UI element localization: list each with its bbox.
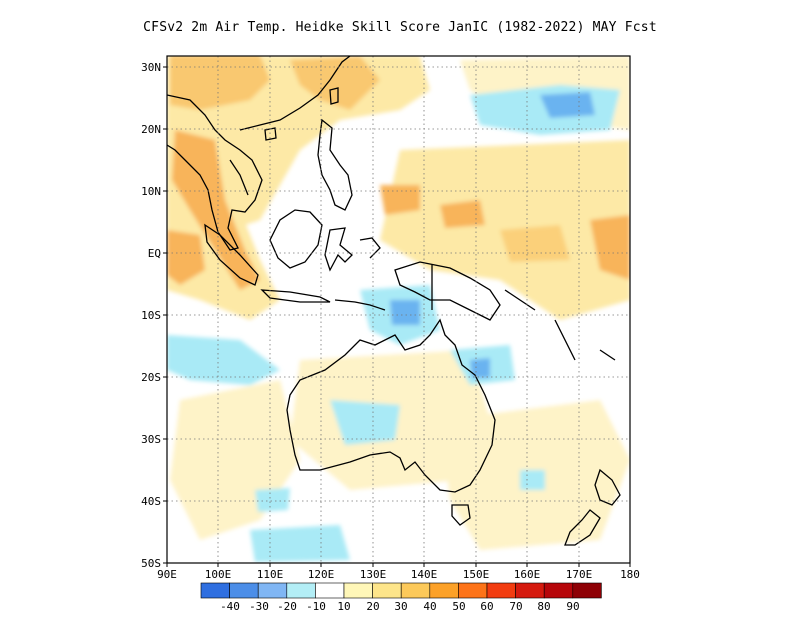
lon-label: 120E bbox=[308, 568, 335, 581]
colorbar-swatch bbox=[257, 582, 288, 599]
colorbar-swatch bbox=[486, 582, 516, 599]
graticule bbox=[167, 56, 630, 563]
colorbar-label: -30 bbox=[249, 600, 269, 613]
colorbar-swatch bbox=[315, 582, 345, 599]
colorbar-swatch bbox=[543, 582, 574, 599]
lat-label: 20N bbox=[141, 123, 161, 136]
lon-label: 100E bbox=[205, 568, 232, 581]
colorbar-swatch bbox=[286, 582, 316, 599]
colorbar-label: 10 bbox=[337, 600, 350, 613]
lat-label: 30N bbox=[141, 61, 161, 74]
lon-label: 170E bbox=[566, 568, 593, 581]
colorbar bbox=[200, 582, 602, 599]
lat-label: 10N bbox=[141, 185, 161, 198]
lon-label: 150E bbox=[463, 568, 490, 581]
colorbar-label: 30 bbox=[394, 600, 407, 613]
lon-label: 180 bbox=[620, 568, 640, 581]
lon-label: 130E bbox=[360, 568, 387, 581]
axis-ticks bbox=[163, 66, 631, 567]
lon-label: 110E bbox=[257, 568, 284, 581]
colorbar-swatch bbox=[229, 582, 259, 599]
skill-shading bbox=[167, 56, 630, 563]
tasmania-coast bbox=[451, 504, 471, 526]
lat-label: 30S bbox=[141, 433, 161, 446]
lat-label: 20S bbox=[141, 371, 161, 384]
colorbar-swatch bbox=[515, 582, 545, 599]
longitude-labels: 90E 100E 110E 120E 130E 140E 150E 160E 1… bbox=[157, 568, 640, 581]
lon-label: 140E bbox=[411, 568, 438, 581]
map-title: CFSv2 2m Air Temp. Heidke Skill Score Ja… bbox=[143, 20, 657, 35]
colorbar-labels: -40 -30 -20 -10 10 20 30 40 50 60 70 80 … bbox=[220, 600, 580, 613]
sulawesi-coast bbox=[324, 227, 353, 272]
borneo-coast bbox=[269, 209, 323, 269]
map-frame bbox=[166, 55, 631, 564]
colorbar-swatch bbox=[343, 582, 373, 599]
new-guinea-coast bbox=[394, 261, 501, 321]
colorbar-label: 90 bbox=[566, 600, 579, 613]
colorbar-label: 50 bbox=[452, 600, 465, 613]
china-coast bbox=[239, 56, 351, 131]
colorbar-label: -20 bbox=[277, 600, 297, 613]
colorbar-label: 70 bbox=[509, 600, 522, 613]
colorbar-label: 60 bbox=[480, 600, 493, 613]
australia-coast bbox=[286, 318, 496, 493]
colorbar-swatch bbox=[458, 582, 488, 599]
new-zealand-coast bbox=[594, 468, 621, 506]
latitude-labels: 30N 20N 10N EQ 10S 20S 30S 40S 50S bbox=[141, 61, 161, 570]
lat-label: 50S bbox=[141, 557, 161, 570]
colorbar-label: -40 bbox=[220, 600, 240, 613]
colorbar-swatch bbox=[400, 582, 431, 599]
lon-label: 160E bbox=[514, 568, 541, 581]
lat-label: EQ bbox=[148, 247, 161, 260]
lat-label: 40S bbox=[141, 495, 161, 508]
colorbar-swatch bbox=[572, 582, 602, 599]
colorbar-swatch bbox=[429, 582, 459, 599]
sumatra-coast bbox=[204, 223, 259, 286]
colorbar-swatch bbox=[372, 582, 402, 599]
colorbar-label: 20 bbox=[366, 600, 379, 613]
colorbar-label: 80 bbox=[537, 600, 550, 613]
lat-label: 10S bbox=[141, 309, 161, 322]
colorbar-label: 40 bbox=[423, 600, 436, 613]
colorbar-label: -10 bbox=[306, 600, 326, 613]
philippines-coast bbox=[317, 118, 353, 211]
lon-label: 90E bbox=[157, 568, 177, 581]
colorbar-swatch bbox=[200, 582, 230, 599]
java-coast bbox=[260, 289, 331, 303]
